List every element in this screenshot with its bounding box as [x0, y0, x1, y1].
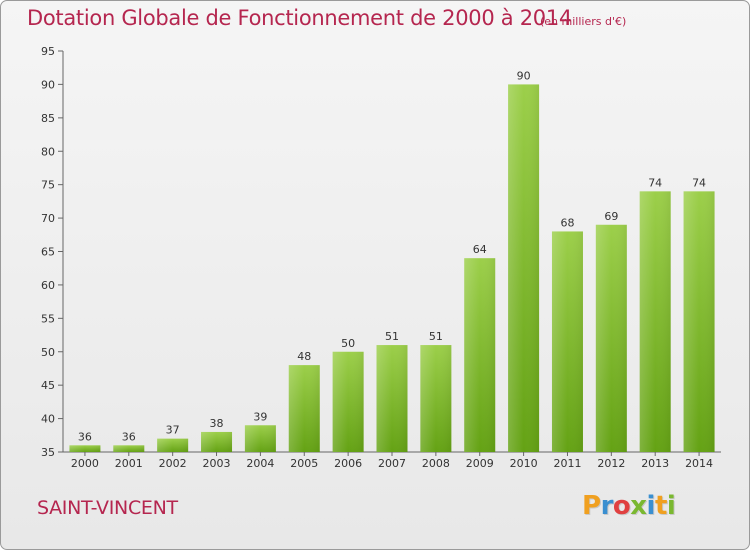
logo-letter: o — [612, 491, 631, 521]
y-tick-label: 90 — [41, 78, 55, 91]
data-label: 48 — [297, 350, 311, 363]
x-tick-label: 2013 — [641, 457, 669, 470]
y-tick-label: 40 — [41, 413, 55, 426]
x-tick-label: 2005 — [290, 457, 318, 470]
bar-shine — [551, 231, 583, 452]
data-label: 38 — [210, 417, 224, 430]
data-label: 50 — [341, 337, 355, 350]
y-tick-label: 95 — [41, 45, 55, 58]
bar-shine — [508, 84, 540, 453]
logo-letter: x — [630, 491, 647, 521]
y-tick-label: 35 — [41, 446, 55, 459]
bar-shine — [288, 365, 320, 452]
x-tick-label: 2003 — [203, 457, 231, 470]
data-label: 90 — [517, 69, 531, 82]
x-tick-label: 2001 — [115, 457, 143, 470]
y-tick-label: 70 — [41, 212, 55, 225]
y-tick-label: 50 — [41, 346, 55, 359]
data-label: 39 — [253, 410, 267, 423]
proxiti-logo: Proxiti — [582, 491, 676, 521]
data-label: 64 — [473, 243, 487, 256]
data-label: 36 — [78, 430, 92, 443]
commune-name: SAINT-VINCENT — [37, 497, 178, 519]
x-tick-label: 2012 — [597, 457, 625, 470]
logo-letter: i — [646, 491, 656, 521]
x-tick-label: 2004 — [246, 457, 274, 470]
x-tick-label: 2006 — [334, 457, 362, 470]
data-label: 69 — [604, 210, 618, 223]
data-label: 51 — [385, 330, 399, 343]
x-tick-label: 2014 — [685, 457, 713, 470]
bar-shine — [683, 191, 715, 452]
chart-subtitle: (en milliers d'€) — [540, 15, 627, 28]
x-tick-label: 2010 — [510, 457, 538, 470]
y-tick-label: 85 — [41, 112, 55, 125]
logo-letter: P — [582, 491, 601, 521]
logo-letter: t — [654, 491, 667, 521]
bar-shine — [376, 345, 408, 452]
x-tick-label: 2011 — [553, 457, 581, 470]
y-tick-label: 65 — [41, 246, 55, 259]
data-label: 68 — [560, 216, 574, 229]
bar-shine — [157, 438, 189, 452]
x-tick-label: 2007 — [378, 457, 406, 470]
y-tick-label: 80 — [41, 145, 55, 158]
bar-shine — [595, 224, 627, 452]
data-label: 37 — [166, 424, 180, 437]
data-label: 36 — [122, 430, 136, 443]
data-label: 51 — [429, 330, 443, 343]
y-tick-label: 60 — [41, 279, 55, 292]
bar-shine — [69, 445, 101, 452]
y-tick-label: 45 — [41, 379, 55, 392]
bar-shine — [201, 431, 233, 452]
chart-title: Dotation Globale de Fonctionnement de 20… — [27, 6, 572, 30]
x-tick-label: 2002 — [159, 457, 187, 470]
bar-shine — [244, 425, 276, 452]
x-tick-label: 2008 — [422, 457, 450, 470]
data-label: 74 — [692, 176, 706, 189]
bar-shine — [639, 191, 671, 452]
x-tick-label: 2009 — [466, 457, 494, 470]
bar-shine — [332, 351, 364, 452]
data-label: 74 — [648, 176, 662, 189]
y-tick-label: 55 — [41, 312, 55, 325]
bar-shine — [113, 445, 145, 452]
y-tick-label: 75 — [41, 179, 55, 192]
logo-letter: i — [666, 491, 676, 521]
x-tick-label: 2000 — [71, 457, 99, 470]
bar-shine — [420, 345, 452, 452]
bar-shine — [464, 258, 496, 452]
logo-letter: r — [600, 491, 614, 521]
